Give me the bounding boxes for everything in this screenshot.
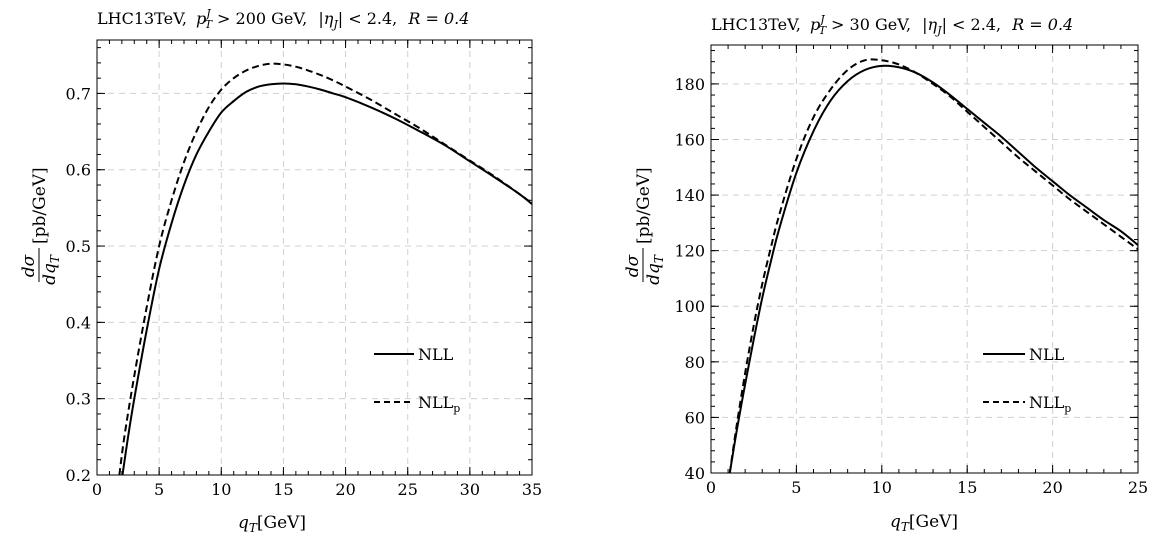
series-line-nll — [728, 64, 1139, 474]
x-tick-label-5: 25 — [398, 480, 418, 499]
chart-right: LHC13TeV, pJ T > 30 GeV, |ηJ| < 2.4, R = 0… — [623, 13, 1148, 534]
chart-right-legend: NLL NLLp — [983, 345, 1071, 415]
series-line-nllp — [118, 62, 533, 476]
x-tick-label-0: 0 — [92, 480, 102, 499]
svg-text:dqT: dqT — [40, 254, 62, 285]
chart-left-frame — [96, 39, 533, 476]
y-tick-label-1: 0.3 — [66, 390, 91, 409]
series-line-nll — [121, 82, 533, 476]
svg-text:[pb/GeV]: [pb/GeV] — [30, 167, 50, 244]
legend-label-nll: NLL — [418, 345, 454, 364]
y-tick-label-5: 140 — [674, 186, 705, 205]
x-tick-label-4: 20 — [1042, 478, 1062, 497]
x-tick-label-7: 35 — [522, 480, 542, 499]
legend-label-nllp: NLLp — [1029, 393, 1071, 415]
y-tick-label-4: 120 — [674, 242, 705, 261]
y-tick-label-2: 80 — [685, 353, 705, 372]
x-tick-label-2: 10 — [872, 478, 892, 497]
x-tick-label-5: 25 — [1128, 478, 1148, 497]
x-tick-label-6: 30 — [460, 480, 480, 499]
x-tick-label-2: 10 — [211, 480, 231, 499]
chart-right-xlabel: qT[GeV] — [890, 512, 958, 534]
x-tick-label-3: 15 — [957, 478, 977, 497]
chart-left-legend: NLL NLLp — [374, 345, 460, 415]
x-tick-label-4: 20 — [335, 480, 355, 499]
y-tick-label-5: 0.7 — [66, 84, 91, 103]
y-tick-label-1: 60 — [685, 408, 705, 427]
chart-right-ylabel: dσ dqT [pb/GeV] — [623, 167, 666, 285]
y-tick-label-0: 0.2 — [66, 466, 91, 485]
y-tick-label-6: 160 — [674, 130, 705, 149]
y-tick-label-0: 40 — [685, 464, 705, 483]
svg-text:dσ: dσ — [19, 254, 39, 277]
chart-right-title: LHC13TeV, pJ T > 30 GeV, |ηJ| < 2.4, R = 0… — [711, 13, 1073, 37]
chart-left: LHC13TeV, pJ T > 200 GeV, |ηJ| < 2.4, R = … — [19, 7, 542, 534]
y-tick-label-4: 0.6 — [66, 161, 91, 180]
x-tick-label-0: 0 — [706, 478, 716, 497]
x-tick-label-3: 15 — [273, 480, 293, 499]
legend-label-nllp: NLLp — [418, 393, 460, 415]
legend-label-nll: NLL — [1029, 345, 1065, 364]
chart-right-frame — [710, 44, 1139, 474]
x-tick-label-1: 5 — [154, 480, 164, 499]
svg-text:dqT: dqT — [644, 254, 666, 285]
y-tick-label-3: 0.5 — [66, 237, 91, 256]
svg-text:[pb/GeV]: [pb/GeV] — [634, 167, 654, 244]
chart-left-ylabel: dσ dqT [pb/GeV] — [19, 167, 62, 285]
y-tick-label-3: 100 — [674, 297, 705, 316]
chart-left-xlabel: qT[GeV] — [238, 513, 306, 534]
svg-text:dσ: dσ — [623, 254, 643, 277]
y-tick-label-7: 180 — [674, 75, 705, 94]
chart-left-title: LHC13TeV, pJ T > 200 GeV, |ηJ| < 2.4, R = … — [97, 7, 469, 31]
x-tick-label-1: 5 — [791, 478, 801, 497]
series-line-nllp — [728, 58, 1139, 474]
y-tick-label-2: 0.4 — [66, 313, 91, 332]
